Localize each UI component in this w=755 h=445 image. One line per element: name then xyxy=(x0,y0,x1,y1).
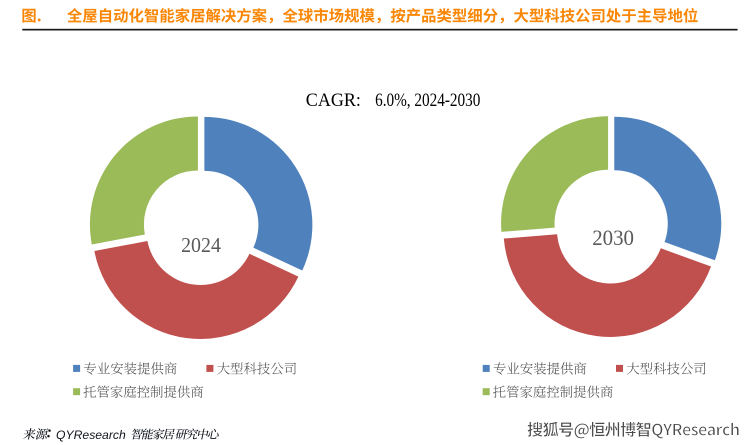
svg-text:QYResearch: QYResearch xyxy=(56,428,126,442)
svg-text:6.0%, 2024-2030: 6.0%, 2024-2030 xyxy=(375,90,480,111)
svg-text:2030: 2030 xyxy=(592,225,634,250)
svg-text:2024: 2024 xyxy=(181,233,221,257)
svg-text:CAGR:: CAGR: xyxy=(306,90,361,111)
